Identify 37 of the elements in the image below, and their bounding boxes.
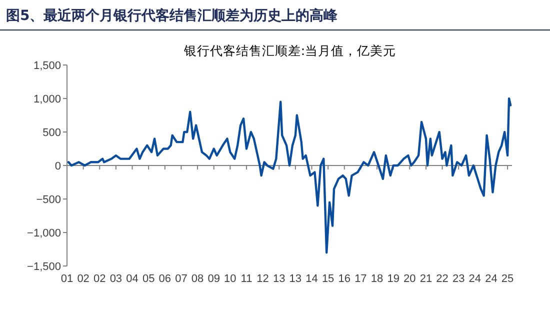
x-tick-label: 14	[306, 273, 318, 285]
y-tick-label: −1,500	[27, 261, 61, 273]
x-tick-label: 19	[387, 273, 400, 285]
x-tick-label: 03	[110, 273, 122, 285]
x-tick-label: 16	[338, 273, 351, 285]
y-tick-label: 1,000	[33, 94, 61, 106]
x-tick-label: 12	[256, 273, 269, 285]
y-tick-label: 500	[42, 127, 61, 139]
x-tick-label: 25	[501, 273, 514, 285]
x-tick-label: 02	[77, 273, 90, 285]
x-tick-label: 10	[224, 273, 236, 285]
title: 图5、最近两个月银行代客结售汇顺差为历史上的高峰	[6, 8, 338, 24]
y-tick-label: 1,500	[33, 60, 61, 72]
y-tick-label: −1,000	[27, 228, 61, 240]
y-tick-label: −500	[36, 194, 61, 206]
x-tick-label: 22	[436, 273, 448, 285]
x-tick-label: 17	[354, 273, 367, 285]
x-tick-label: 11	[240, 273, 252, 285]
x-tick-label: 06	[158, 273, 172, 285]
x-tick-label: 09	[208, 273, 220, 285]
x-tick-label: 07	[175, 273, 188, 285]
x-tick-label: 04	[126, 273, 138, 285]
y-tick-label: 0	[54, 160, 61, 172]
x-tick-label: 02	[94, 273, 106, 285]
x-tick-label: 20	[404, 273, 416, 285]
x-tick-label: 13	[272, 273, 286, 285]
subtitle: 银行代客结售汇顺差:当月值，亿美元	[184, 43, 396, 58]
x-tick-label: 24	[485, 273, 498, 285]
x-tick-label: 21	[420, 273, 432, 285]
x-tick-label: 24	[468, 273, 482, 285]
x-tick-label: 23	[452, 273, 465, 285]
x-tick-label: 18	[370, 273, 384, 285]
x-tick-label: 05	[142, 273, 155, 285]
x-tick-label: 08	[191, 273, 204, 285]
x-tick-label: 13	[289, 273, 302, 285]
x-tick-label: 01	[60, 273, 74, 285]
x-tick-label: 15	[322, 273, 334, 285]
